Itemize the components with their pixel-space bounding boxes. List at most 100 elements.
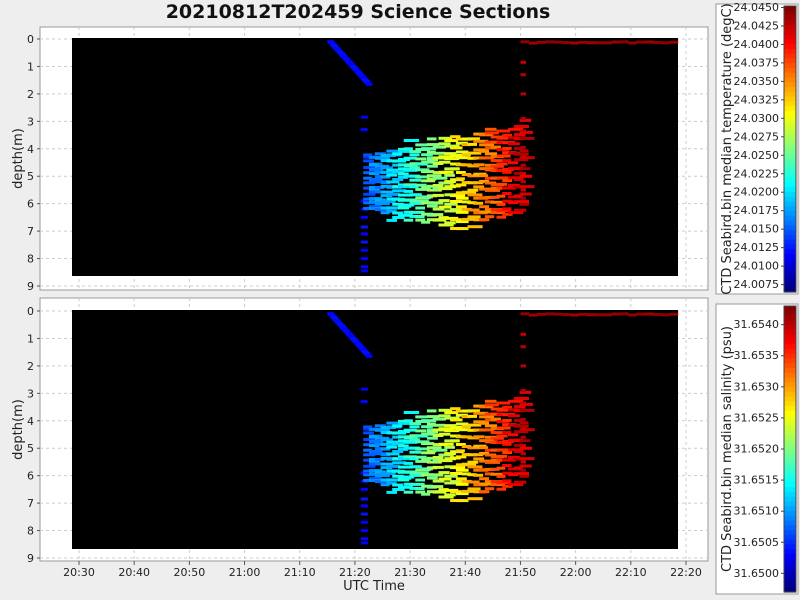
colorbar-step [784,344,796,350]
y-tick-label: 2 [27,88,34,101]
data-cell [570,313,579,317]
data-cell [426,422,436,426]
data-cell [386,192,400,196]
data-cell [421,220,431,224]
data-cell [426,409,437,413]
colorbar-step [784,310,796,317]
colorbar-step [784,82,796,88]
data-cell [403,455,417,459]
colorbar-step [784,234,796,241]
data-cell [619,40,629,44]
colorbar-tick-label: 31.6505 [734,536,780,549]
data-cell [561,41,571,45]
data-cell [444,429,460,433]
data-cell [426,188,442,192]
data-cell [461,435,472,439]
data-cell [513,466,523,470]
colorbar-step [784,425,796,431]
data-cell [409,174,421,178]
data-cell [519,185,535,189]
data-cell [363,431,374,435]
data-cell [438,199,450,203]
data-cell [360,471,368,475]
colorbar-step [784,477,796,483]
data-cell [520,172,526,175]
data-cell [520,117,526,121]
data-cell [415,478,425,482]
data-cell [374,152,386,156]
data-cell [479,205,490,209]
data-cell [513,194,523,198]
data-cell [403,436,418,440]
data-cell [369,472,384,476]
data-cell [467,225,483,229]
data-cell [432,465,444,469]
data-cell [519,149,529,153]
data-cell [392,211,404,215]
colorbar-step [784,215,796,222]
colorbar-step [784,34,796,40]
colorbar-tick-label: 24.0300 [734,112,780,125]
data-cell [386,490,397,494]
y-tick-label: 5 [27,442,34,455]
data-cell [502,199,513,203]
data-cell [450,200,463,203]
data-cell [386,464,400,468]
data-cell [426,460,442,464]
data-cell [409,486,421,490]
data-cell [473,163,485,167]
data-cell [438,160,451,164]
data-cell [508,161,518,165]
data-cell [444,221,456,225]
data-cell [432,176,448,180]
data-cell [479,156,489,160]
data-cell [496,182,508,186]
colorbar-step [784,263,796,269]
data-cell [421,147,437,151]
data-cell [438,477,452,481]
data-cell [455,196,469,200]
data-cell [444,424,457,428]
data-cell [513,208,527,212]
data-cell [421,432,435,436]
data-cell [415,143,428,147]
x-tick-label: 20:30 [63,566,95,579]
data-cell [392,152,403,156]
data-cell [502,440,514,443]
data-cell [360,541,368,545]
colorbar-tick-label: 24.0075 [734,278,780,291]
data-cell [513,419,524,422]
data-cell [484,487,495,491]
data-cell [450,472,463,475]
x-tick-label: 21:30 [394,566,426,579]
data-cell [426,158,438,162]
colorbar-step [784,549,796,555]
data-cell [508,211,524,215]
data-cell [386,452,400,456]
colorbar-step [784,277,796,284]
data-cell [520,60,526,64]
colorbar-step [784,58,796,64]
colorbar-step [784,458,796,464]
x-tick-label: 22:10 [615,566,647,579]
data-cell [450,426,466,429]
colorbar-step [784,253,796,260]
y-tick-label: 7 [27,497,34,510]
data-cell [594,41,604,45]
data-cell [392,474,404,478]
data-cell [363,469,373,473]
data-cell [479,490,490,494]
data-cell [479,451,490,455]
data-cell [403,461,414,465]
y-tick-label: 1 [27,332,34,345]
colorbar-step [784,358,796,364]
colorbar-step [784,444,796,450]
data-cell [415,162,428,166]
data-cell [473,435,485,439]
data-cell [432,213,444,217]
data-cell [519,174,532,178]
colorbar-tick-label: 24.0125 [734,241,780,254]
data-cell [392,163,402,167]
data-cell [513,480,527,484]
data-cell [496,466,506,470]
